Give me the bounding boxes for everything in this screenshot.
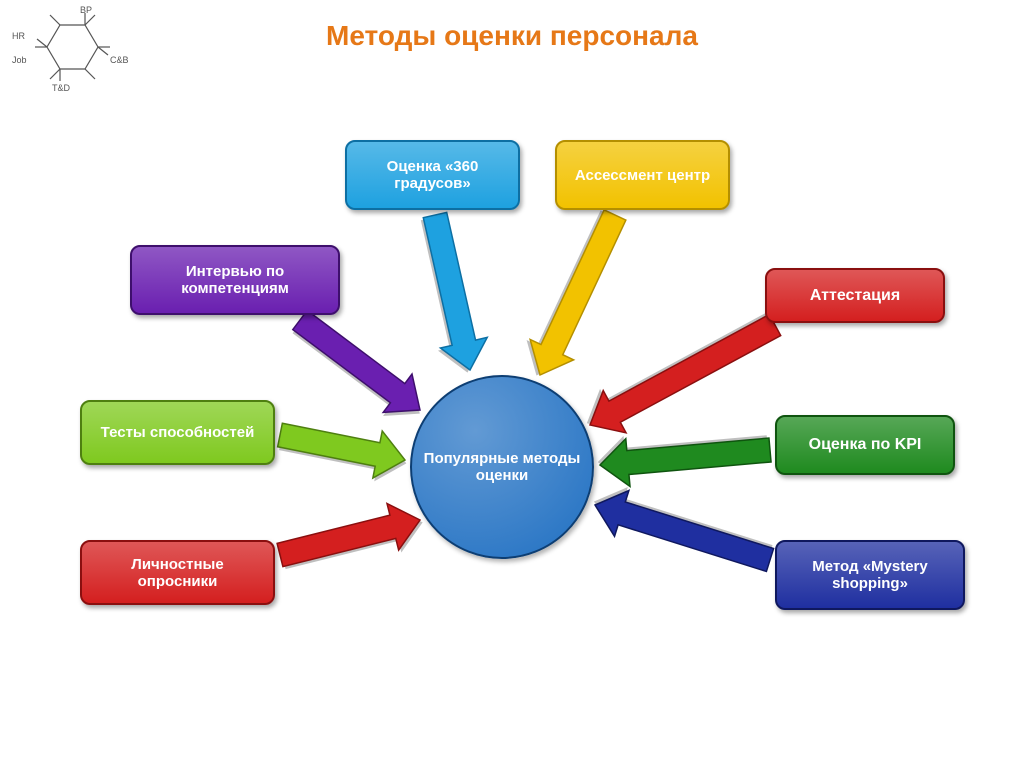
center-hub: Популярные методы оценки <box>410 375 594 559</box>
node-label-interview: Интервью по компетенциям <box>140 263 330 297</box>
node-label-personal: Личностные опросники <box>90 556 265 590</box>
arrow-kpi <box>598 426 772 489</box>
node-tests: Тесты способностей <box>80 400 275 465</box>
node-label-attest: Аттестация <box>810 287 900 305</box>
node-n360: Оценка «360 градусов» <box>345 140 520 210</box>
arrow-mystery <box>588 482 777 583</box>
node-label-n360: Оценка «360 градусов» <box>355 158 510 192</box>
node-attest: Аттестация <box>765 268 945 323</box>
center-hub-label: Популярные методы оценки <box>412 450 592 484</box>
node-label-mystery: Метод «Mystery shopping» <box>785 558 955 592</box>
arrow-interview <box>286 301 435 429</box>
logo-label-bp: BP <box>80 5 92 15</box>
node-kpi: Оценка по KPI <box>775 415 955 475</box>
logo-label-cb: C&B <box>110 55 129 65</box>
node-label-tests: Тесты способностей <box>101 424 255 441</box>
node-assess: Ассессмент центр <box>555 140 730 210</box>
node-label-kpi: Оценка по KPI <box>809 436 922 454</box>
logo-label-hr: HR <box>12 31 25 41</box>
arrow-attest <box>579 304 787 446</box>
logo-label-td: T&D <box>52 83 71 93</box>
node-mystery: Метод «Mystery shopping» <box>775 540 965 610</box>
logo-label-job: Job <box>12 55 27 65</box>
arrow-personal <box>274 497 426 579</box>
arrow-tests <box>275 411 409 483</box>
node-label-assess: Ассессмент центр <box>575 167 710 184</box>
node-personal: Личностные опросники <box>80 540 275 605</box>
node-interview: Интервью по компетенциям <box>130 245 340 315</box>
page-title: Методы оценки персонала <box>0 20 1024 52</box>
logo-hexagon: BP HR Job T&D C&B <box>10 5 140 105</box>
arrow-n360 <box>412 210 494 376</box>
arrow-assess <box>518 205 636 385</box>
